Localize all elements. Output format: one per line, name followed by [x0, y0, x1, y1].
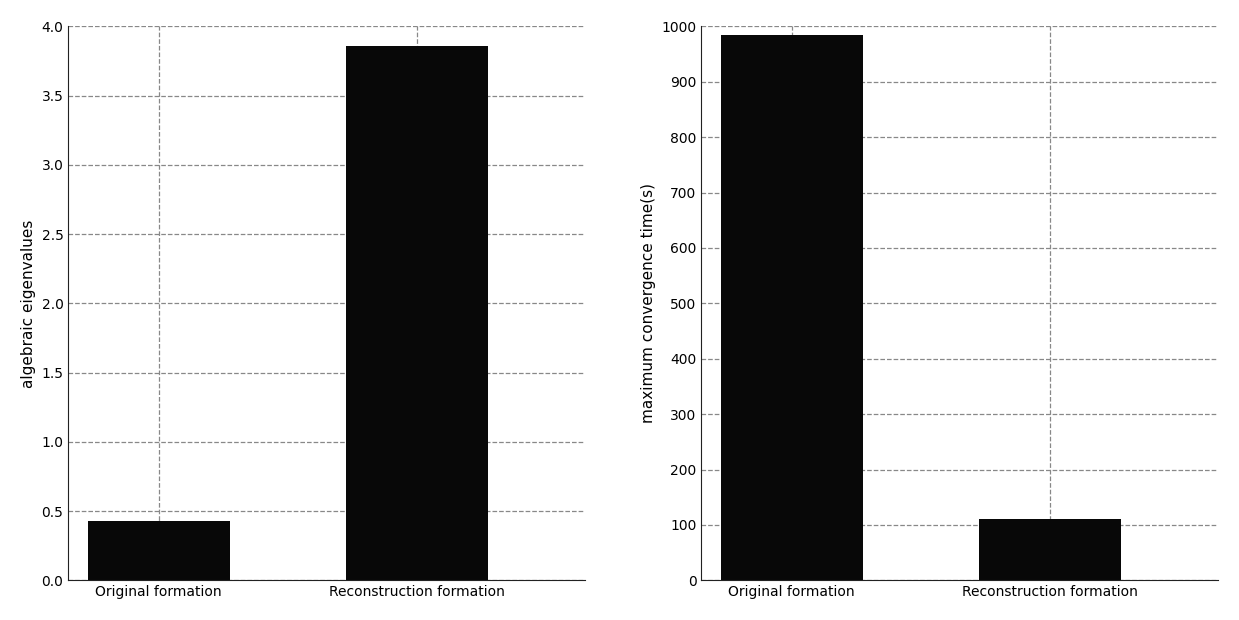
Y-axis label: maximum convergence time(s): maximum convergence time(s): [641, 184, 655, 423]
Bar: [88, 521, 229, 580]
Y-axis label: algebraic eigenvalues: algebraic eigenvalues: [21, 219, 36, 388]
Bar: [979, 520, 1121, 580]
Bar: [721, 35, 862, 580]
Bar: [346, 46, 488, 580]
